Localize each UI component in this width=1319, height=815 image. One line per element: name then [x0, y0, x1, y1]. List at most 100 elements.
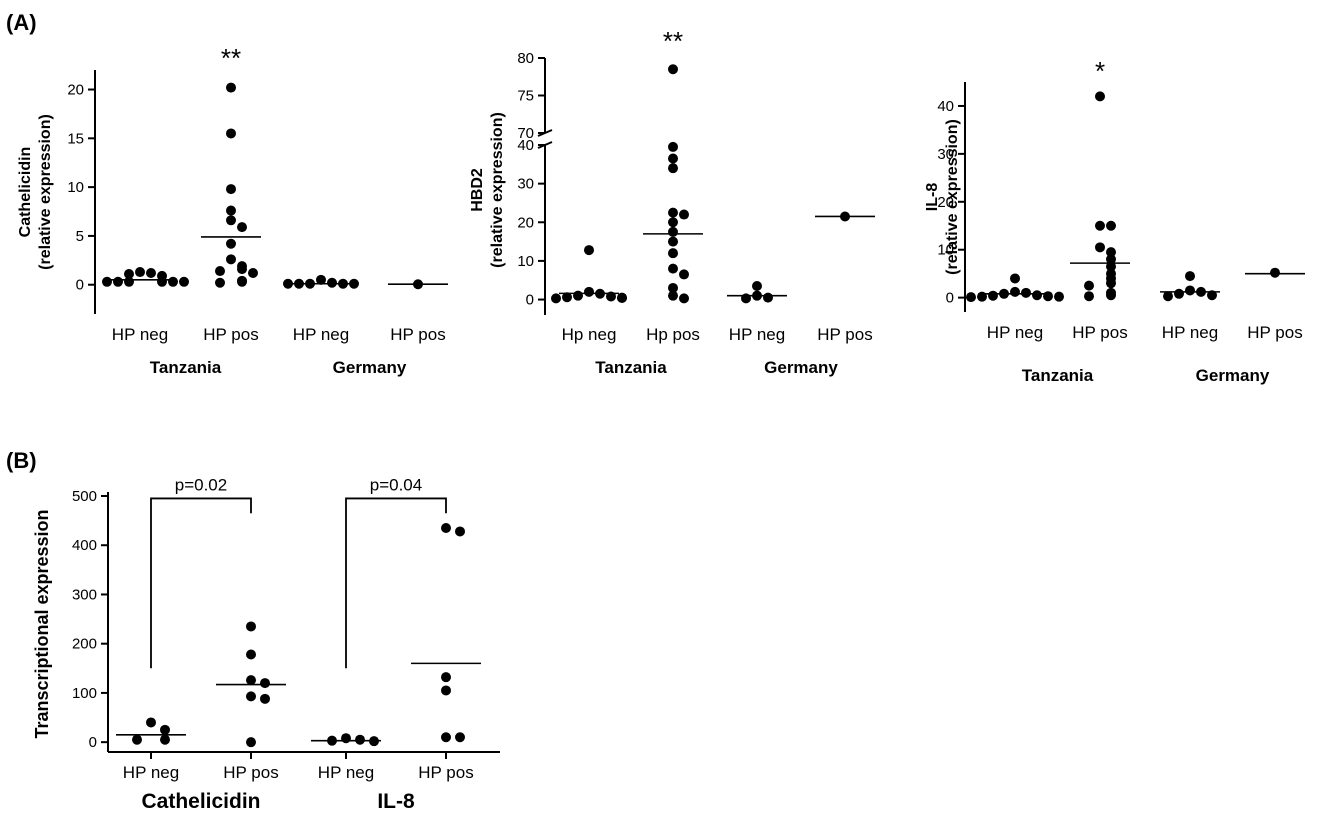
- x-tick-label: HP pos: [817, 325, 872, 344]
- y-tick-label: 40: [937, 98, 954, 115]
- data-point: [441, 732, 451, 743]
- data-point: [413, 279, 423, 290]
- data-point: [226, 184, 236, 195]
- x-tick-label: Hp pos: [646, 325, 700, 344]
- y-tick-label: 30: [517, 176, 534, 193]
- data-point: [338, 278, 348, 289]
- data-point: [237, 264, 247, 275]
- chart-transcriptional: 0 100 200 300 400 500 Transcriptional expressi…: [32, 475, 500, 813]
- data-point: [1032, 290, 1042, 301]
- x-tick-label: HP neg: [729, 325, 785, 344]
- data-point: [1106, 254, 1116, 265]
- y-tick-label: 10: [67, 179, 84, 196]
- panel-label-a: (A): [6, 10, 37, 35]
- y-axis-label: HBD2 (relative expression): [469, 112, 506, 268]
- data-point: [551, 293, 561, 304]
- data-point: [977, 291, 987, 302]
- group-label: IL-8: [377, 790, 415, 813]
- y-axis-label-line: (relative expression): [37, 114, 54, 270]
- y-axis-label: IL-8 (relative expression): [924, 119, 961, 275]
- data-point: [668, 207, 678, 218]
- data-point: [668, 290, 678, 301]
- significance-marker: **: [663, 26, 683, 56]
- data-point: [840, 211, 850, 222]
- data-point: [617, 293, 627, 303]
- data-point: [246, 649, 256, 660]
- x-tick-label: HP pos: [203, 325, 258, 344]
- y-axis-label-line: IL-8: [924, 183, 941, 212]
- y-tick-label: 30: [937, 146, 954, 163]
- y-tick-label: 15: [67, 130, 84, 147]
- data-point: [124, 268, 134, 279]
- comparison-bracket: [150, 497, 252, 669]
- y-tick-label: 10: [937, 242, 954, 259]
- group-label: Germany: [764, 358, 838, 377]
- comparison-bracket: [345, 497, 447, 669]
- data-point: [294, 278, 304, 289]
- data-point: [668, 153, 678, 164]
- x-tick-label: HP pos: [418, 763, 473, 782]
- data-point: [1095, 242, 1105, 253]
- p-value-label: p=0.02: [175, 475, 227, 494]
- data-point: [1084, 291, 1094, 302]
- y-axis-label-line: (relative expression): [944, 119, 961, 275]
- data-point: [668, 141, 678, 152]
- data-point: [1010, 273, 1020, 284]
- group-label: Germany: [333, 358, 407, 377]
- data-point: [215, 266, 225, 277]
- group-label: Tanzania: [1022, 366, 1094, 385]
- data-point: [763, 292, 773, 303]
- data-point: [668, 163, 678, 174]
- data-point: [124, 276, 134, 287]
- group-label: Germany: [1196, 366, 1270, 385]
- x-tick-label: HP neg: [318, 763, 374, 782]
- data-point: [1185, 285, 1195, 296]
- data-point: [341, 733, 351, 744]
- data-point: [966, 292, 976, 303]
- y-tick-label: 5: [76, 228, 84, 245]
- data-point: [260, 693, 270, 704]
- data-point: [226, 82, 236, 93]
- data-point: [741, 293, 751, 304]
- data-point: [135, 267, 145, 278]
- data-point: [1054, 291, 1064, 302]
- data-point: [1270, 267, 1280, 278]
- data-point: [595, 288, 605, 299]
- data-point: [327, 735, 337, 746]
- significance-marker: **: [221, 43, 241, 73]
- y-tick-label: 20: [517, 214, 534, 231]
- data-point: [316, 274, 326, 285]
- data-point: [988, 290, 998, 301]
- data-point: [246, 737, 256, 748]
- significance-marker: *: [1095, 56, 1105, 86]
- data-point: [215, 277, 225, 288]
- data-point: [668, 217, 678, 228]
- data-point: [260, 678, 270, 689]
- data-point: [168, 276, 178, 287]
- x-tick-label: HP pos: [390, 325, 445, 344]
- x-tick-label: Hp neg: [562, 325, 617, 344]
- data-point: [246, 621, 256, 632]
- data-point: [369, 736, 379, 747]
- y-tick-label: 20: [937, 194, 954, 211]
- data-point: [668, 64, 678, 75]
- data-point: [573, 290, 583, 301]
- data-point: [1084, 280, 1094, 291]
- data-point: [1043, 291, 1053, 302]
- group-label: Tanzania: [150, 358, 222, 377]
- data-point: [1021, 287, 1031, 298]
- data-point: [668, 282, 678, 293]
- y-axis-label-line: HBD2: [469, 168, 486, 212]
- data-point: [1163, 291, 1173, 302]
- y-tick-label: 75: [517, 88, 534, 105]
- x-tick-label: HP neg: [123, 763, 179, 782]
- y-tick-label: 300: [72, 586, 97, 603]
- y-axis-label-line: Cathelicidin: [17, 147, 34, 238]
- data-point: [441, 672, 451, 683]
- y-tick-label: 0: [946, 290, 954, 307]
- data-point: [305, 278, 315, 289]
- data-point: [248, 268, 258, 279]
- data-point: [146, 717, 156, 728]
- data-point: [113, 276, 123, 287]
- data-point: [160, 734, 170, 745]
